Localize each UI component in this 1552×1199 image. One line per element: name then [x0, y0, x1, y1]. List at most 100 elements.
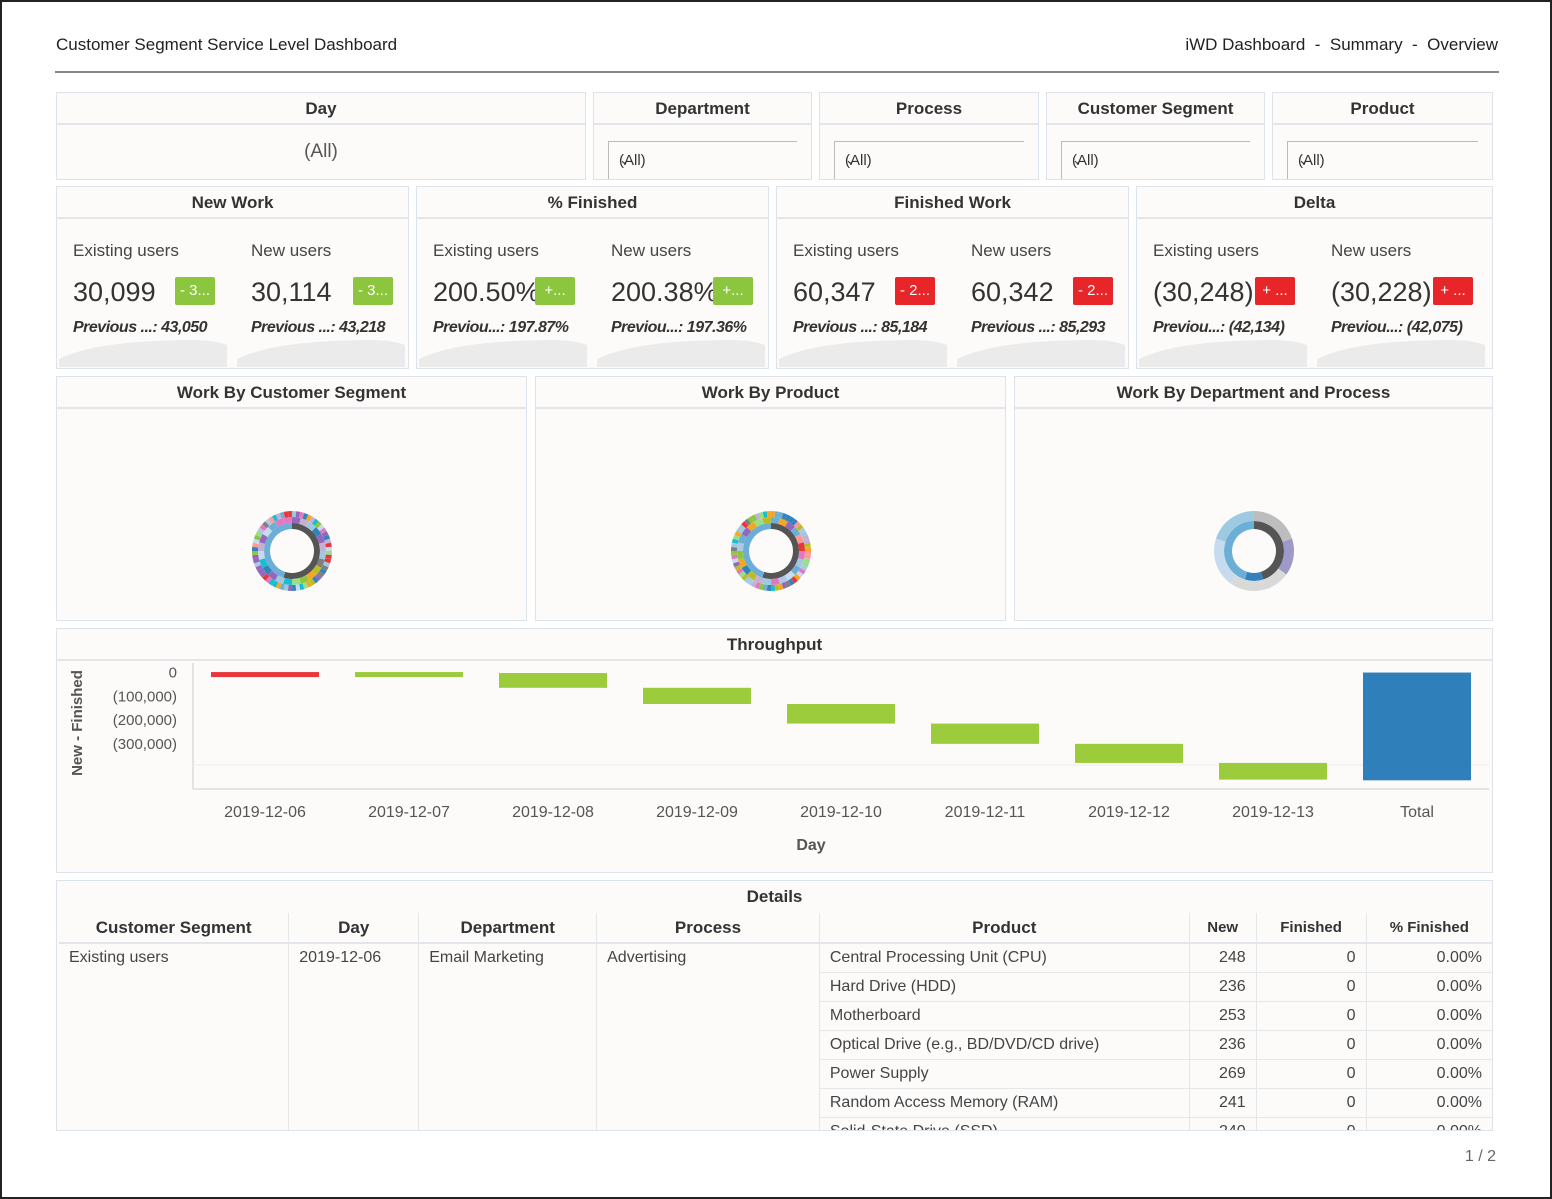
- donut-slice: [279, 511, 285, 519]
- donut-slice: [803, 538, 811, 544]
- sparkline: [957, 340, 1125, 367]
- donut-slice: [252, 542, 259, 548]
- table-row[interactable]: Power Supply 269 0 0.00%: [59, 1059, 1492, 1089]
- kpi-cell[interactable]: New users (30,228) + ... Previou...: (42,07…: [1315, 221, 1485, 367]
- col-header[interactable]: Product: [819, 913, 1190, 944]
- donut-chart-dept[interactable]: [1213, 510, 1295, 592]
- kpi-cell[interactable]: Existing users (30,248) + ... Previou...: (…: [1137, 221, 1307, 367]
- donut-slice: [316, 558, 325, 568]
- donut-slice: [275, 512, 282, 520]
- kpi-previous: Previous ...: 85,184: [793, 319, 928, 336]
- kpi-cell[interactable]: New users 60,342 - 2... Previous ...: 85,29…: [955, 221, 1125, 367]
- details-panel: Details Customer Segment Day Department …: [56, 880, 1493, 1131]
- kpi-label: Existing users: [793, 241, 899, 260]
- donut-slice: [785, 570, 796, 581]
- filter-product: Product (All) ⌄: [1272, 92, 1493, 180]
- cell-pct-finished: 0.00%: [1366, 943, 1492, 973]
- donut-slice: [325, 551, 332, 556]
- donut-slice: [790, 518, 798, 526]
- page-indicator[interactable]: 1 / 2: [1464, 1148, 1496, 1165]
- donut-slice: [804, 551, 811, 556]
- kpi-cell[interactable]: New users 30,114 - 3... Previous ...: 43,21…: [235, 221, 405, 367]
- donut-slice: [267, 521, 278, 532]
- kpi-change-badge: - 3...: [353, 277, 393, 305]
- cell-product: Central Processing Unit (CPU): [819, 943, 1190, 973]
- kpi-cell[interactable]: New users 200.38% +... Previou...: 197.36%: [595, 221, 765, 367]
- col-header[interactable]: Customer Segment: [59, 913, 290, 944]
- donut-slice: [766, 584, 771, 591]
- donut-slice: [262, 565, 273, 576]
- donut-slice: [257, 527, 265, 534]
- table-row[interactable]: Optical Drive (e.g., BD/DVD/CD drive) 236…: [59, 1030, 1492, 1060]
- process-select[interactable]: (All) ⌄: [834, 141, 1024, 179]
- donut-slice: [295, 584, 301, 591]
- waterfall-bar: [355, 672, 463, 678]
- filter-day-value[interactable]: (All): [304, 141, 338, 162]
- table-row[interactable]: Random Access Memory (RAM) 241 0 0.00%: [59, 1088, 1492, 1118]
- donut-title: Work By Customer Segment: [57, 377, 526, 409]
- donut-slice: [791, 576, 798, 584]
- col-header[interactable]: % Finished: [1366, 913, 1492, 944]
- cell-finished: 0: [1256, 1088, 1367, 1118]
- col-header[interactable]: Department: [418, 913, 598, 944]
- table-row[interactable]: Motherboard 253 0 0.00%: [59, 1001, 1492, 1031]
- donut-slice: [253, 561, 261, 568]
- donut-slice: [1244, 571, 1264, 581]
- donut-slice: [319, 542, 326, 551]
- donut-chart-product[interactable]: [730, 510, 812, 592]
- cell-new: 241: [1189, 1088, 1257, 1118]
- details-header-row: Customer Segment Day Department Process …: [59, 913, 1492, 944]
- table-row[interactable]: Existing users 2019-12-06 Email Marketing A…: [59, 943, 1492, 1130]
- kpi-cell[interactable]: Existing users 200.50% +... Previou...: 197…: [417, 221, 587, 367]
- donut-slice: [741, 573, 749, 581]
- donut-slice: [1215, 511, 1254, 542]
- breadcrumb[interactable]: iWD Dashboard - Summary - Overview: [1185, 35, 1498, 54]
- donut-slice: [771, 517, 780, 524]
- kpi-title: New Work: [57, 187, 408, 219]
- donut-slice: [252, 558, 260, 564]
- donut-slice: [784, 580, 791, 588]
- donut-slice: [275, 582, 282, 590]
- donut-slice: [762, 578, 771, 585]
- donut-slice: [287, 511, 292, 518]
- donut-slice: [741, 521, 749, 529]
- donut-slice: [744, 576, 752, 584]
- donut-slice: [292, 517, 301, 524]
- donut-slice: [325, 554, 332, 560]
- donut-slice: [795, 558, 804, 568]
- donut-slice: [314, 521, 322, 529]
- donut-slice: [734, 564, 742, 571]
- table-row[interactable]: Hard Drive (HDD) 236 0 0.00%: [59, 972, 1492, 1002]
- donut-slice: [737, 542, 744, 551]
- waterfall-bar: [1075, 743, 1183, 763]
- donut-slice: [319, 527, 327, 534]
- donut-slice: [747, 516, 754, 524]
- x-tick-label: 2019-12-06: [224, 804, 306, 821]
- kpi-label: New users: [251, 241, 332, 260]
- col-header[interactable]: Process: [596, 913, 820, 944]
- col-header[interactable]: Finished: [1256, 913, 1367, 944]
- segment-select[interactable]: (All) ⌄: [1061, 141, 1250, 179]
- table-row[interactable]: Solid-State Drive (SSD)24000.00%: [59, 1117, 1492, 1130]
- donut-chart-segment[interactable]: [251, 510, 333, 592]
- department-select[interactable]: (All) ⌄: [608, 141, 797, 179]
- waterfall-bar: [643, 687, 751, 705]
- donut-slice: [312, 576, 319, 584]
- donut-slice: [299, 518, 309, 527]
- x-axis-label: Day: [796, 837, 825, 854]
- cell-finished: 0: [1256, 972, 1367, 1002]
- kpi-cell[interactable]: Existing users 30,099 - 3... Previous ...: …: [57, 221, 227, 367]
- donut-slice: [323, 534, 331, 541]
- donut-slice: [762, 584, 768, 591]
- col-header[interactable]: New: [1189, 913, 1257, 944]
- donut-slice: [741, 565, 752, 576]
- donut-slice: [255, 531, 263, 538]
- kpi-cell[interactable]: Existing users 60,347 - 2... Previous ...: …: [777, 221, 947, 367]
- donut-slice: [316, 534, 325, 544]
- donut-slice: [804, 554, 811, 560]
- product-select[interactable]: (All) ⌄: [1287, 141, 1478, 179]
- col-header[interactable]: Day: [288, 913, 420, 944]
- donut-slice: [802, 534, 810, 541]
- donut-slice: [804, 542, 811, 548]
- kpi-panel: Finished Work Existing users 60,347 - 2... P…: [776, 186, 1129, 369]
